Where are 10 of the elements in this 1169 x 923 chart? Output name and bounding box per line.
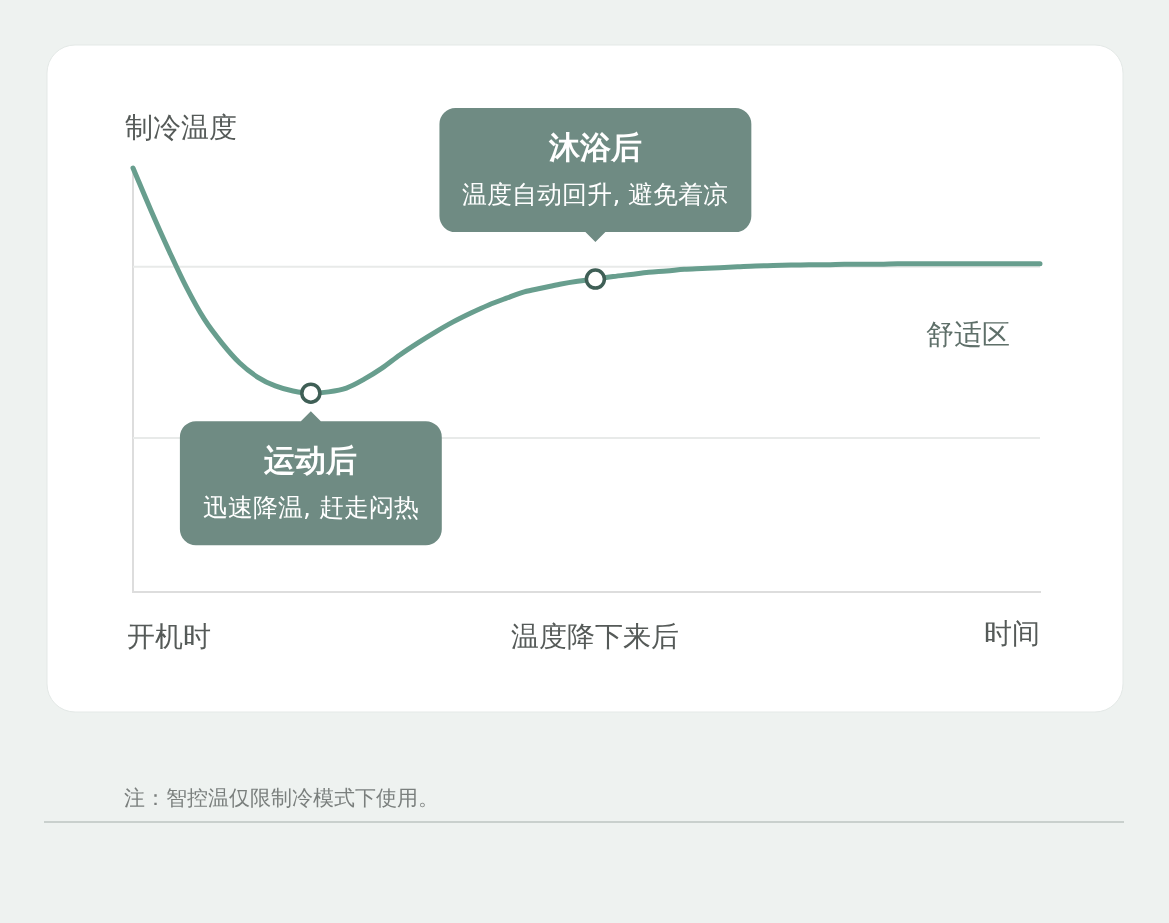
x-tick-label: 开机时 bbox=[126, 620, 211, 654]
y-axis-title: 制冷温度 bbox=[125, 111, 237, 145]
text: 沐浴后 bbox=[547, 129, 642, 166]
text: 注：智控温仅限制冷模式下使用。 bbox=[124, 786, 439, 811]
x-tick-label: 温度降下来后 bbox=[511, 620, 680, 654]
x-axis-title: 时间 bbox=[984, 617, 1040, 651]
annotation: 运动后 bbox=[263, 442, 358, 479]
annotation: 温度自动回升, 避免着凉 bbox=[462, 179, 729, 209]
ref-line-label: 舒适区 bbox=[926, 318, 1010, 352]
annotation: 迅速降温, 赶走闷热 bbox=[202, 492, 419, 522]
